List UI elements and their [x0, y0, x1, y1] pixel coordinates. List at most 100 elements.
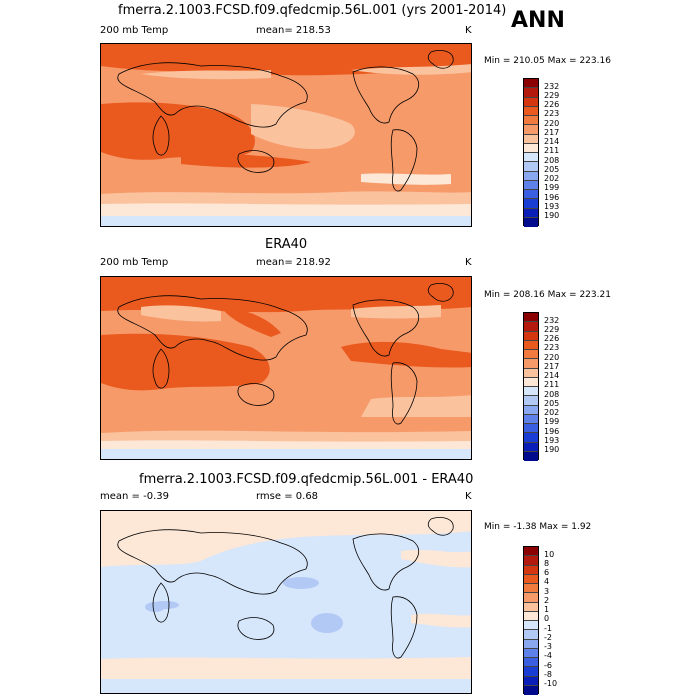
panel1-colorbar-swatch [524, 190, 538, 200]
colorbar-tick-label: 232 [544, 316, 560, 325]
panel1-colorbar-swatch [524, 171, 538, 181]
colorbar-tick-label: 220 [544, 119, 560, 128]
colorbar-tick-label: 226 [544, 100, 560, 109]
panel3-colorbar-swatch [524, 547, 538, 557]
panel3-colorbar-swatch [524, 658, 538, 668]
panel2-colorbar-swatch [524, 322, 538, 332]
panel1-colorbar-swatch [524, 143, 538, 153]
panel2-colorbar [523, 312, 539, 461]
colorbar-tick-label: 8 [544, 559, 550, 568]
colorbar-tick-label: -2 [544, 633, 552, 642]
panel2-minmax-label: Min = 208.16 Max = 223.21 [484, 290, 611, 300]
panel1-unit-label: K [465, 25, 472, 36]
panel3-title: fmerra.2.1003.FCSD.f09.qfedcmip.56L.001 … [139, 472, 474, 487]
colorbar-tick-label: 190 [544, 211, 560, 220]
panel3-colorbar-swatch [524, 602, 538, 612]
panel1-colorbar-swatch [524, 79, 538, 89]
panel2-colorbar-swatch [524, 414, 538, 424]
colorbar-tick-label: 3 [544, 587, 550, 596]
panel2-colorbar-swatch [524, 377, 538, 387]
panel1-colorbar-swatch [524, 106, 538, 116]
colorbar-tick-label: 217 [544, 362, 560, 371]
panel1-left-label: 200 mb Temp [100, 25, 169, 36]
colorbar-tick-label: 211 [544, 146, 560, 155]
colorbar-tick-label: 229 [544, 91, 560, 100]
panel3-colorbar-swatch [524, 630, 538, 640]
colorbar-tick-label: 202 [544, 174, 560, 183]
panel3-colorbar-swatch [524, 639, 538, 649]
colorbar-tick-label: 0 [544, 614, 550, 623]
panel3-mean-label: mean = -0.39 [100, 491, 169, 502]
panel3-unit-label: K [465, 491, 472, 502]
panel3-colorbar-swatch [524, 648, 538, 658]
panel1-colorbar-swatch [524, 125, 538, 135]
panel1-title: fmerra.2.1003.FCSD.f09.qfedcmip.56L.001 … [118, 3, 507, 18]
panel3-colorbar-swatch [524, 667, 538, 677]
panel1-colorbar-swatch [524, 180, 538, 190]
colorbar-tick-label: 208 [544, 390, 560, 399]
panel1-map [100, 43, 472, 227]
panel2-colorbar-swatch [524, 313, 538, 323]
colorbar-tick-label: 196 [544, 427, 560, 436]
colorbar-tick-label: 232 [544, 82, 560, 91]
colorbar-tick-label: 193 [544, 436, 560, 445]
colorbar-tick-label: -10 [544, 679, 558, 688]
panel2-colorbar-swatch [524, 387, 538, 397]
colorbar-tick-label: 214 [544, 137, 560, 146]
colorbar-tick-label: -8 [544, 670, 552, 679]
panel3-rmse-label: rmse = 0.68 [256, 491, 319, 502]
panel3-colorbar-swatch [524, 574, 538, 584]
colorbar-tick-label: 205 [544, 399, 560, 408]
panel2-colorbar-swatch [524, 424, 538, 434]
colorbar-tick-label: 4 [544, 577, 550, 586]
colorbar-tick-label: 1 [544, 605, 550, 614]
panel1-colorbar-swatch [524, 134, 538, 144]
colorbar-tick-label: 208 [544, 156, 560, 165]
panel1-temperature-field [101, 44, 471, 226]
colorbar-tick-label: 2 [544, 596, 550, 605]
panel3-colorbar-swatch [524, 685, 538, 695]
colorbar-tick-label: -4 [544, 651, 552, 660]
panel2-colorbar-swatch [524, 433, 538, 443]
panel2-colorbar-swatch [524, 451, 538, 461]
panel2-left-label: 200 mb Temp [100, 257, 169, 268]
panel3-colorbar-swatch [524, 621, 538, 631]
colorbar-tick-label: 6 [544, 568, 550, 577]
colorbar-tick-label: 205 [544, 165, 560, 174]
panel1-colorbar-swatch [524, 153, 538, 163]
colorbar-tick-label: 190 [544, 445, 560, 454]
panel1-mean-label: mean= 218.53 [256, 25, 331, 36]
colorbar-tick-label: 220 [544, 353, 560, 362]
colorbar-tick-label: 202 [544, 408, 560, 417]
colorbar-tick-label: 193 [544, 202, 560, 211]
colorbar-tick-label: -1 [544, 624, 552, 633]
panel1-colorbar-swatch [524, 208, 538, 218]
panel1-colorbar-swatch [524, 97, 538, 107]
colorbar-tick-label: 223 [544, 109, 560, 118]
colorbar-tick-label: 223 [544, 343, 560, 352]
panel1-colorbar-swatch [524, 199, 538, 209]
panel2-title: ERA40 [265, 237, 308, 252]
colorbar-tick-label: 229 [544, 325, 560, 334]
panel1-minmax-label: Min = 210.05 Max = 223.16 [484, 56, 611, 66]
panel1-colorbar [523, 78, 539, 227]
panel2-temperature-field [101, 277, 471, 459]
panel3-colorbar-swatch [524, 565, 538, 575]
panel2-colorbar-swatch [524, 340, 538, 350]
panel3-colorbar-swatch [524, 556, 538, 566]
panel3-colorbar-swatch [524, 676, 538, 686]
panel1-colorbar-swatch [524, 162, 538, 172]
panel3-colorbar [523, 546, 539, 695]
colorbar-tick-label: -3 [544, 642, 552, 651]
colorbar-tick-label: 214 [544, 371, 560, 380]
panel2-colorbar-swatch [524, 359, 538, 369]
colorbar-tick-label: 196 [544, 193, 560, 202]
panel1-colorbar-swatch [524, 88, 538, 98]
colorbar-tick-label: 226 [544, 334, 560, 343]
panel1-colorbar-swatch [524, 116, 538, 126]
panel2-colorbar-swatch [524, 331, 538, 341]
panel2-colorbar-swatch [524, 442, 538, 452]
panel2-colorbar-swatch [524, 350, 538, 360]
colorbar-tick-label: 217 [544, 128, 560, 137]
colorbar-tick-label: 199 [544, 417, 560, 426]
